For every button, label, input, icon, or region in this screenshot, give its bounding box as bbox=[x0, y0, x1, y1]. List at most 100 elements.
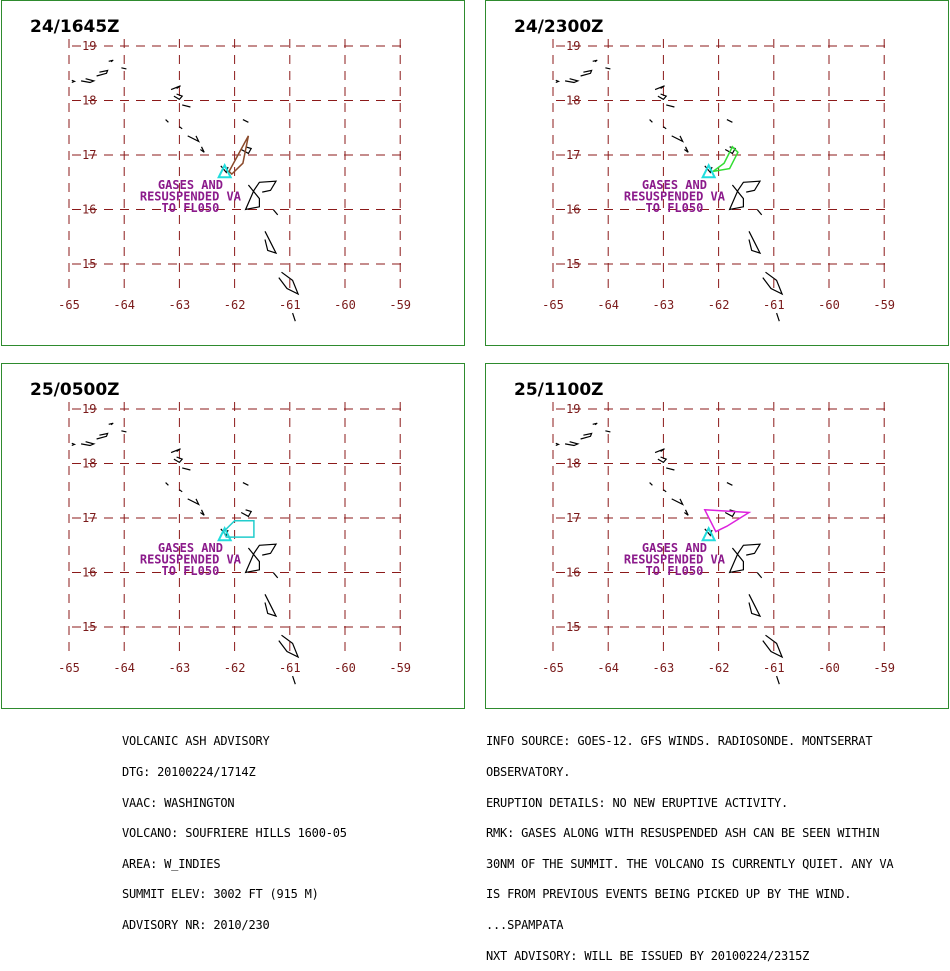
coastline bbox=[71, 79, 77, 84]
longitude-label: -63 bbox=[653, 298, 675, 312]
longitude-label: -61 bbox=[763, 298, 785, 312]
latitude-label: 17 bbox=[566, 148, 580, 162]
longitude-label: -59 bbox=[873, 298, 895, 312]
latitude-label: 15 bbox=[82, 620, 96, 634]
panel-time-label: 24/2300Z bbox=[514, 17, 604, 37]
va-annotation-line: GASES AND bbox=[642, 541, 707, 555]
coastline bbox=[200, 146, 205, 153]
coastline bbox=[278, 271, 300, 296]
coastline bbox=[728, 180, 762, 211]
latitude-label: 15 bbox=[566, 257, 580, 271]
va-annotation-line: GASES AND bbox=[158, 541, 223, 555]
va-annotation-line: GASES AND bbox=[158, 178, 223, 192]
coastline bbox=[684, 509, 689, 516]
coastline bbox=[165, 482, 169, 486]
advisory-line: ADVISORY NR: 2010/230 bbox=[122, 917, 270, 932]
panel-time-label: 25/1100Z bbox=[514, 380, 604, 400]
coastline bbox=[173, 93, 184, 101]
coastline bbox=[264, 231, 278, 255]
map-canvas: -65 -64 -63 -62 -61 -60 -59 19 18 17 16 15 GASES AND… bbox=[58, 39, 411, 322]
panel-time-label: 25/0500Z bbox=[30, 380, 120, 400]
coastline bbox=[278, 634, 300, 659]
latitude-label: 18 bbox=[566, 94, 580, 108]
panel-time-label: 24/1645Z bbox=[30, 17, 120, 37]
advisory-line: DTG: 20100224/1714Z bbox=[122, 765, 256, 779]
coastline bbox=[756, 209, 763, 216]
coastline bbox=[724, 509, 737, 518]
longitude-label: -60 bbox=[818, 298, 840, 312]
coastline bbox=[555, 442, 561, 447]
advisory-line: 30NM OF THE SUMMIT. THE VOLCANO IS CURRE… bbox=[486, 856, 894, 871]
latitude-label: 16 bbox=[566, 203, 580, 217]
coastline bbox=[240, 509, 253, 518]
coastline bbox=[179, 126, 183, 130]
coastline bbox=[96, 69, 109, 77]
coastline bbox=[242, 482, 249, 486]
longitude-label: -61 bbox=[279, 298, 301, 312]
coastline bbox=[671, 498, 685, 506]
coastline bbox=[663, 489, 667, 493]
coastline bbox=[580, 432, 593, 440]
coastline bbox=[580, 69, 593, 77]
coastline bbox=[555, 79, 561, 84]
volcano-marker bbox=[701, 526, 717, 542]
map-canvas: -65 -64 -63 -62 -61 -60 -59 19 18 17 16 15 GASES AND… bbox=[542, 39, 895, 322]
coastline bbox=[605, 67, 611, 70]
latitude-label: 17 bbox=[82, 148, 96, 162]
map-panel-2: -65 -64 -63 -62 -61 -60 -59 19 18 17 16 15 GASES AND… bbox=[485, 0, 949, 346]
longitude-label: -59 bbox=[873, 661, 895, 675]
coastline bbox=[182, 467, 191, 471]
advisory-line: ERUPTION DETAILS: NO NEW ERUPTIVE ACTIVI… bbox=[486, 795, 789, 810]
coastline bbox=[564, 78, 580, 84]
advisory-line: NXT ADVISORY: WILL BE ISSUED BY 20100224… bbox=[486, 948, 810, 963]
coastline bbox=[96, 432, 109, 440]
advisory-line: VOLCANIC ASH ADVISORY bbox=[122, 734, 270, 749]
advisory-line: VOLCANO: SOUFRIERE HILLS 1600-05 bbox=[122, 826, 347, 841]
coastline bbox=[762, 271, 784, 296]
latitude-label: 19 bbox=[82, 402, 96, 416]
latitude-label: 19 bbox=[566, 402, 580, 416]
longitude-label: -65 bbox=[542, 661, 564, 675]
coastline bbox=[666, 467, 675, 471]
coastline bbox=[748, 594, 762, 618]
longitude-label: -62 bbox=[708, 661, 730, 675]
coastline bbox=[776, 312, 780, 322]
coastline bbox=[187, 135, 201, 143]
coastline bbox=[649, 119, 653, 123]
coastline bbox=[170, 448, 181, 454]
coastline bbox=[264, 594, 278, 618]
longitude-label: -64 bbox=[597, 661, 619, 675]
longitude-label: -63 bbox=[169, 298, 191, 312]
latitude-label: 18 bbox=[82, 94, 96, 108]
coastline bbox=[756, 572, 763, 579]
coastline bbox=[173, 456, 184, 464]
longitude-label: -65 bbox=[542, 298, 564, 312]
advisory-line: RMK: GASES ALONG WITH RESUSPENDED ASH CA… bbox=[486, 826, 880, 841]
va-annotation-line: RESUSPENDED VA bbox=[624, 189, 726, 203]
coastline bbox=[726, 482, 733, 486]
longitude-label: -59 bbox=[389, 298, 411, 312]
coastline bbox=[108, 59, 114, 63]
coastline bbox=[121, 430, 127, 433]
coastline bbox=[244, 180, 278, 211]
longitude-label: -62 bbox=[224, 298, 246, 312]
coastline bbox=[666, 104, 675, 108]
latitude-label: 16 bbox=[82, 566, 96, 580]
coastline bbox=[244, 543, 278, 574]
latitude-label: 16 bbox=[566, 566, 580, 580]
coastline bbox=[726, 119, 733, 123]
latitude-label: 16 bbox=[82, 203, 96, 217]
advisory-line: IS FROM PREVIOUS EVENTS BEING PICKED UP … bbox=[486, 887, 852, 902]
longitude-label: -63 bbox=[169, 661, 191, 675]
coastline bbox=[657, 93, 668, 101]
coastline bbox=[762, 634, 784, 659]
coastline bbox=[170, 85, 181, 91]
advisory-line: ...SPAMPATA bbox=[486, 917, 564, 932]
coastline bbox=[200, 509, 205, 516]
coastline bbox=[165, 119, 169, 123]
va-annotation-line: RESUSPENDED VA bbox=[140, 552, 242, 566]
volcano-marker bbox=[701, 163, 717, 179]
coastline bbox=[182, 104, 191, 108]
coastline bbox=[654, 448, 665, 454]
latitude-label: 18 bbox=[82, 457, 96, 471]
